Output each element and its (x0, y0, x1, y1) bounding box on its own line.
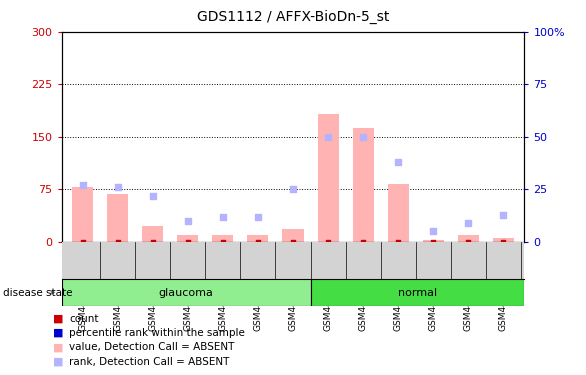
Point (78, 182, 87, 188)
Text: GDS1112 / AFFX-BioDn-5_st: GDS1112 / AFFX-BioDn-5_st (197, 9, 389, 24)
Point (359, 239, 368, 245)
Text: rank, Detection Call = ABSENT: rank, Detection Call = ABSENT (69, 357, 230, 366)
Point (394, 239, 403, 245)
Point (148, 239, 158, 245)
Text: glaucoma: glaucoma (159, 288, 214, 297)
Bar (142, 226, 163, 242)
Bar (212, 235, 233, 242)
Point (323, 239, 333, 245)
Bar (388, 184, 409, 242)
Text: ■: ■ (53, 357, 63, 366)
Bar (423, 240, 444, 242)
Bar (247, 235, 268, 242)
Bar (282, 229, 304, 242)
Text: disease state: disease state (3, 288, 73, 297)
Bar (72, 187, 93, 242)
Point (499, 211, 508, 217)
Point (323, 134, 333, 140)
Point (148, 193, 158, 199)
Bar (458, 235, 479, 242)
Point (428, 239, 438, 245)
Point (218, 239, 227, 245)
Text: ■: ■ (53, 342, 63, 352)
Text: normal: normal (398, 288, 437, 297)
Point (113, 184, 122, 190)
Bar (107, 194, 128, 242)
Point (394, 159, 403, 165)
Point (428, 228, 438, 234)
Bar (493, 238, 514, 242)
Point (253, 214, 263, 220)
Point (288, 239, 298, 245)
Point (78, 239, 87, 245)
Point (183, 239, 192, 245)
Point (183, 218, 192, 224)
Point (464, 239, 473, 245)
Point (464, 220, 473, 226)
Bar (178, 235, 198, 242)
Bar (311, 279, 524, 306)
Text: count: count (69, 314, 98, 324)
Text: percentile rank within the sample: percentile rank within the sample (69, 328, 245, 338)
Text: ■: ■ (53, 328, 63, 338)
Point (288, 186, 298, 192)
Text: value, Detection Call = ABSENT: value, Detection Call = ABSENT (69, 342, 234, 352)
Point (359, 134, 368, 140)
Bar (62, 279, 311, 306)
Bar (353, 128, 374, 242)
Point (113, 239, 122, 245)
Point (499, 239, 508, 245)
Point (218, 214, 227, 220)
Bar (318, 114, 339, 242)
Point (253, 239, 263, 245)
Text: ■: ■ (53, 314, 63, 324)
